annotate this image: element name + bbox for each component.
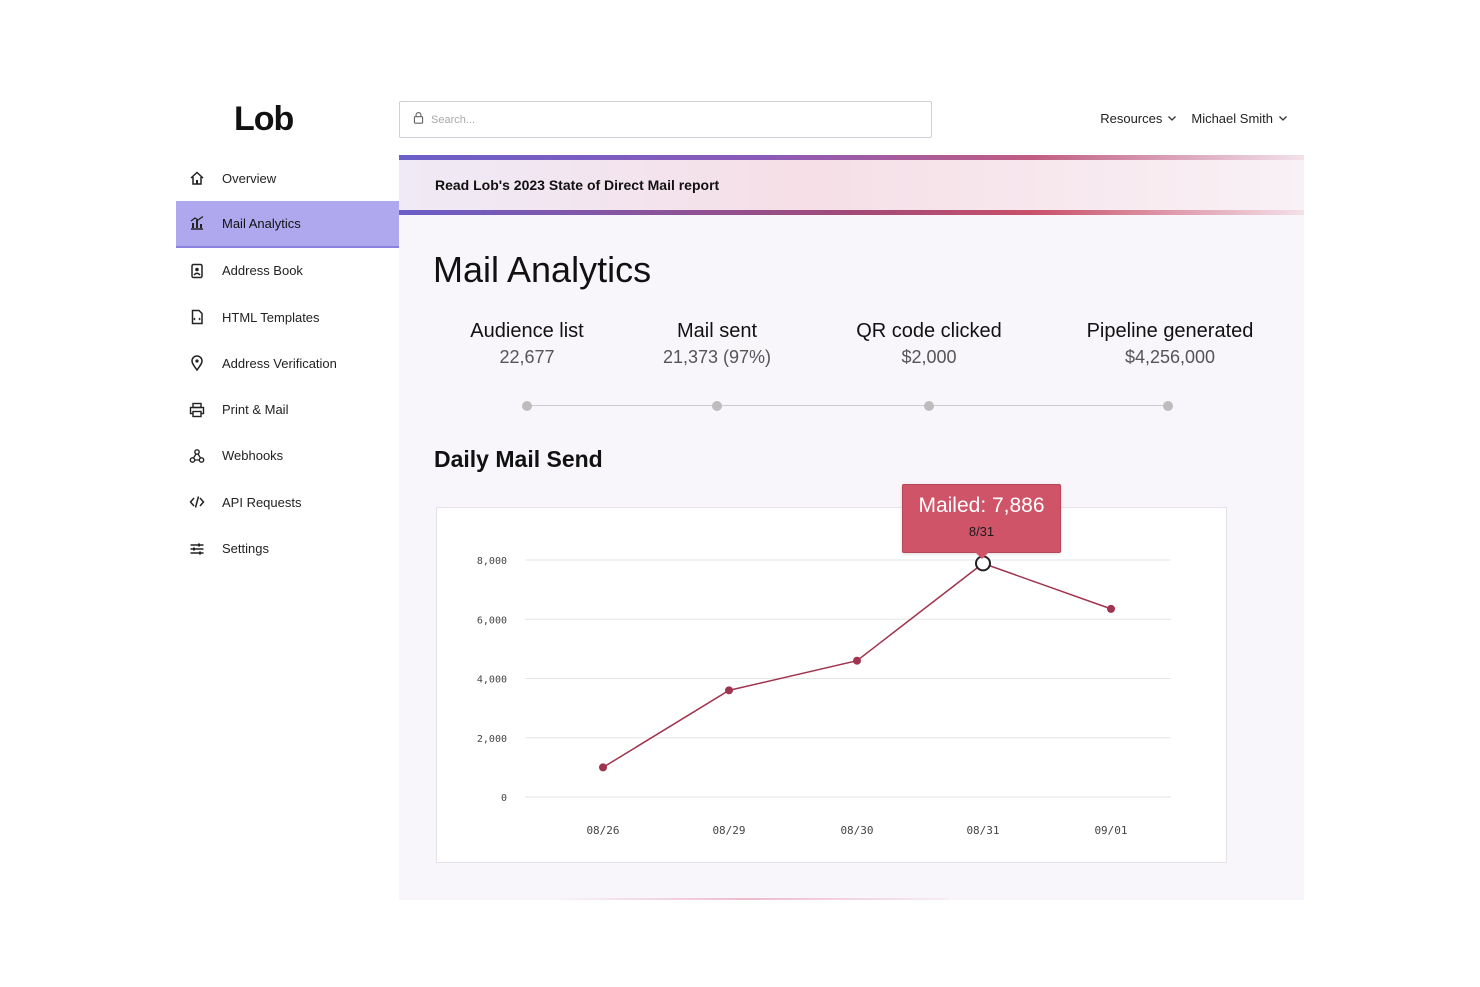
webhook-icon [188, 447, 206, 465]
sidebar-item-print-mail[interactable]: Print & Mail [176, 386, 399, 432]
x-tick-label: 08/26 [586, 824, 619, 837]
resources-label: Resources [1100, 111, 1163, 126]
y-tick-label: 6,000 [477, 615, 507, 626]
stat-value: 21,373 (97%) [662, 347, 772, 367]
x-tick-label: 09/01 [1094, 824, 1127, 837]
sliders-icon [188, 540, 206, 558]
analytics-icon [188, 214, 206, 232]
bottom-accent [549, 898, 949, 900]
sidebar-item-address-book[interactable]: Address Book [176, 248, 399, 294]
data-point [1107, 604, 1115, 613]
stat-label: QR code clicked [856, 320, 1002, 342]
user-name: Michael Smith [1191, 111, 1273, 126]
x-tick-label: 08/30 [840, 824, 873, 837]
stat-audience-list: Audience list 22,677 [417, 320, 637, 368]
progress-step-pipeline[interactable] [1163, 401, 1173, 411]
code-icon [188, 493, 206, 511]
chart-tooltip: Mailed: 7,886 8/31 [902, 484, 1061, 559]
printer-icon [188, 401, 206, 419]
daily-mail-send-title: Daily Mail Send [434, 446, 603, 472]
progress-line [526, 405, 1168, 406]
sidebar-item-webhooks[interactable]: Webhooks [176, 433, 399, 479]
home-icon [188, 169, 206, 187]
sidebar-item-label: API Requests [222, 494, 302, 510]
progress-step-mail-sent[interactable] [712, 401, 722, 411]
stat-label: Audience list [470, 320, 584, 342]
x-tick-label: 08/29 [712, 824, 745, 837]
sidebar-item-label: Settings [222, 541, 269, 557]
stat-pipeline-generated: Pipeline generated $4,256,000 [1060, 320, 1280, 368]
series-line [602, 562, 1112, 769]
sidebar-item-mail-analytics[interactable]: Mail Analytics [176, 201, 399, 248]
sidebar: Overview Mail Analytics Address Book HTM… [176, 155, 399, 572]
top-navigation: Resources Michael Smith [1100, 111, 1288, 126]
data-point [599, 763, 607, 772]
data-point [725, 686, 733, 695]
funnel-progress [399, 399, 1304, 413]
progress-step-qr-clicked[interactable] [924, 401, 934, 411]
stat-qr-code-clicked: QR code clicked $2,000 [819, 320, 1039, 368]
daily-mail-chart-card: 0 2,000 4,000 6,000 8,000 08/26 08/29 08/30 08/3… [436, 507, 1227, 863]
user-menu[interactable]: Michael Smith [1191, 111, 1288, 126]
y-tick-label: 4,000 [477, 675, 507, 686]
main-content: Read Lob's 2023 State of Direct Mail rep… [399, 155, 1304, 900]
sidebar-item-label: Address Book [222, 263, 303, 279]
sidebar-item-label: Print & Mail [222, 402, 289, 418]
sidebar-item-api-requests[interactable]: API Requests [176, 479, 399, 525]
lob-logo[interactable]: Lob [234, 100, 294, 138]
y-tick-label: 0 [501, 793, 507, 804]
y-tick-label: 8,000 [477, 556, 507, 567]
chevron-down-icon [1167, 111, 1177, 126]
banner-text: Read Lob's 2023 State of Direct Mail rep… [435, 177, 720, 193]
stat-label: Mail sent [676, 320, 758, 342]
sidebar-item-label: Overview [222, 170, 277, 186]
x-tick-label: 08/31 [966, 824, 999, 837]
progress-step-audience[interactable] [522, 401, 532, 411]
search-input[interactable] [431, 113, 911, 126]
lock-icon [412, 111, 425, 129]
sidebar-item-label: HTML Templates [222, 309, 320, 325]
resources-menu[interactable]: Resources [1100, 111, 1177, 126]
stat-mail-sent: Mail sent 21,373 (97%) [607, 320, 827, 368]
sidebar-item-settings[interactable]: Settings [176, 525, 399, 571]
template-icon [188, 308, 206, 326]
tooltip-title: Mailed: 7,886 [918, 494, 1045, 517]
banner-top-accent [399, 155, 1304, 160]
y-tick-label: 2,000 [477, 734, 507, 745]
page-title: Mail Analytics [433, 249, 652, 290]
sidebar-item-address-verification[interactable]: Address Verification [176, 340, 399, 386]
stat-label: Pipeline generated [1086, 320, 1254, 342]
stat-value: $2,000 [901, 347, 957, 367]
tooltip-date: 8/31 [968, 524, 995, 539]
tooltip-arrow [975, 552, 989, 559]
data-point [853, 656, 861, 665]
stat-value: 22,677 [499, 347, 555, 367]
banner-bottom-accent [399, 210, 1304, 215]
daily-mail-chart: 0 2,000 4,000 6,000 8,000 08/26 08/29 08/30 08/3… [477, 555, 1171, 837]
chevron-down-icon [1278, 111, 1288, 126]
sidebar-item-label: Mail Analytics [222, 215, 301, 231]
address-book-icon [188, 262, 206, 280]
funnel-stats: Audience list 22,677 Mail sent 21,373 (9… [399, 320, 1304, 380]
sidebar-item-label: Address Verification [222, 355, 337, 371]
sidebar-item-overview[interactable]: Overview [176, 155, 399, 201]
stat-value: $4,256,000 [1124, 347, 1216, 367]
search-bar[interactable] [399, 101, 932, 138]
promo-banner[interactable]: Read Lob's 2023 State of Direct Mail rep… [399, 155, 1304, 215]
sidebar-item-html-templates[interactable]: HTML Templates [176, 294, 399, 340]
location-pin-icon [188, 354, 206, 372]
sidebar-item-label: Webhooks [222, 448, 284, 464]
